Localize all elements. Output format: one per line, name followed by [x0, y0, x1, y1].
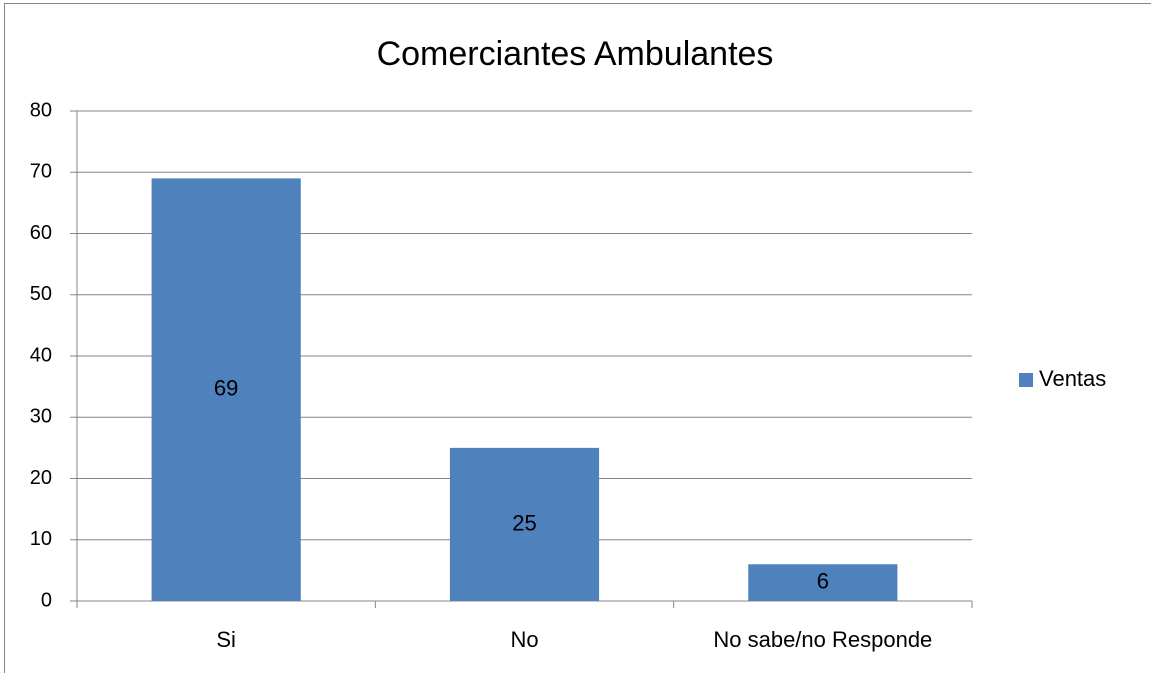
- y-tick-label: 80: [30, 99, 52, 121]
- y-tick-label: 20: [30, 467, 52, 489]
- y-tick-label: 40: [30, 344, 52, 366]
- y-tick-label: 30: [30, 406, 52, 428]
- x-tick-label: Si: [216, 627, 236, 652]
- legend-label: Ventas: [1039, 366, 1106, 391]
- y-tick-label: 10: [30, 528, 52, 550]
- y-tick-label: 50: [30, 283, 52, 305]
- y-tick-label: 60: [30, 222, 52, 244]
- data-label: 69: [214, 376, 238, 401]
- y-tick-label: 70: [30, 161, 52, 183]
- data-label: 6: [817, 568, 829, 593]
- x-tick-label: No: [510, 627, 538, 652]
- legend-swatch: [1019, 373, 1033, 387]
- chart-title: Comerciantes Ambulantes: [377, 35, 774, 73]
- bar: [748, 564, 898, 601]
- x-tick-label: No sabe/no Responde: [713, 627, 932, 652]
- bar: [449, 447, 600, 601]
- bar: [151, 178, 301, 601]
- y-tick-label: 0: [41, 589, 52, 611]
- data-label: 25: [512, 510, 536, 535]
